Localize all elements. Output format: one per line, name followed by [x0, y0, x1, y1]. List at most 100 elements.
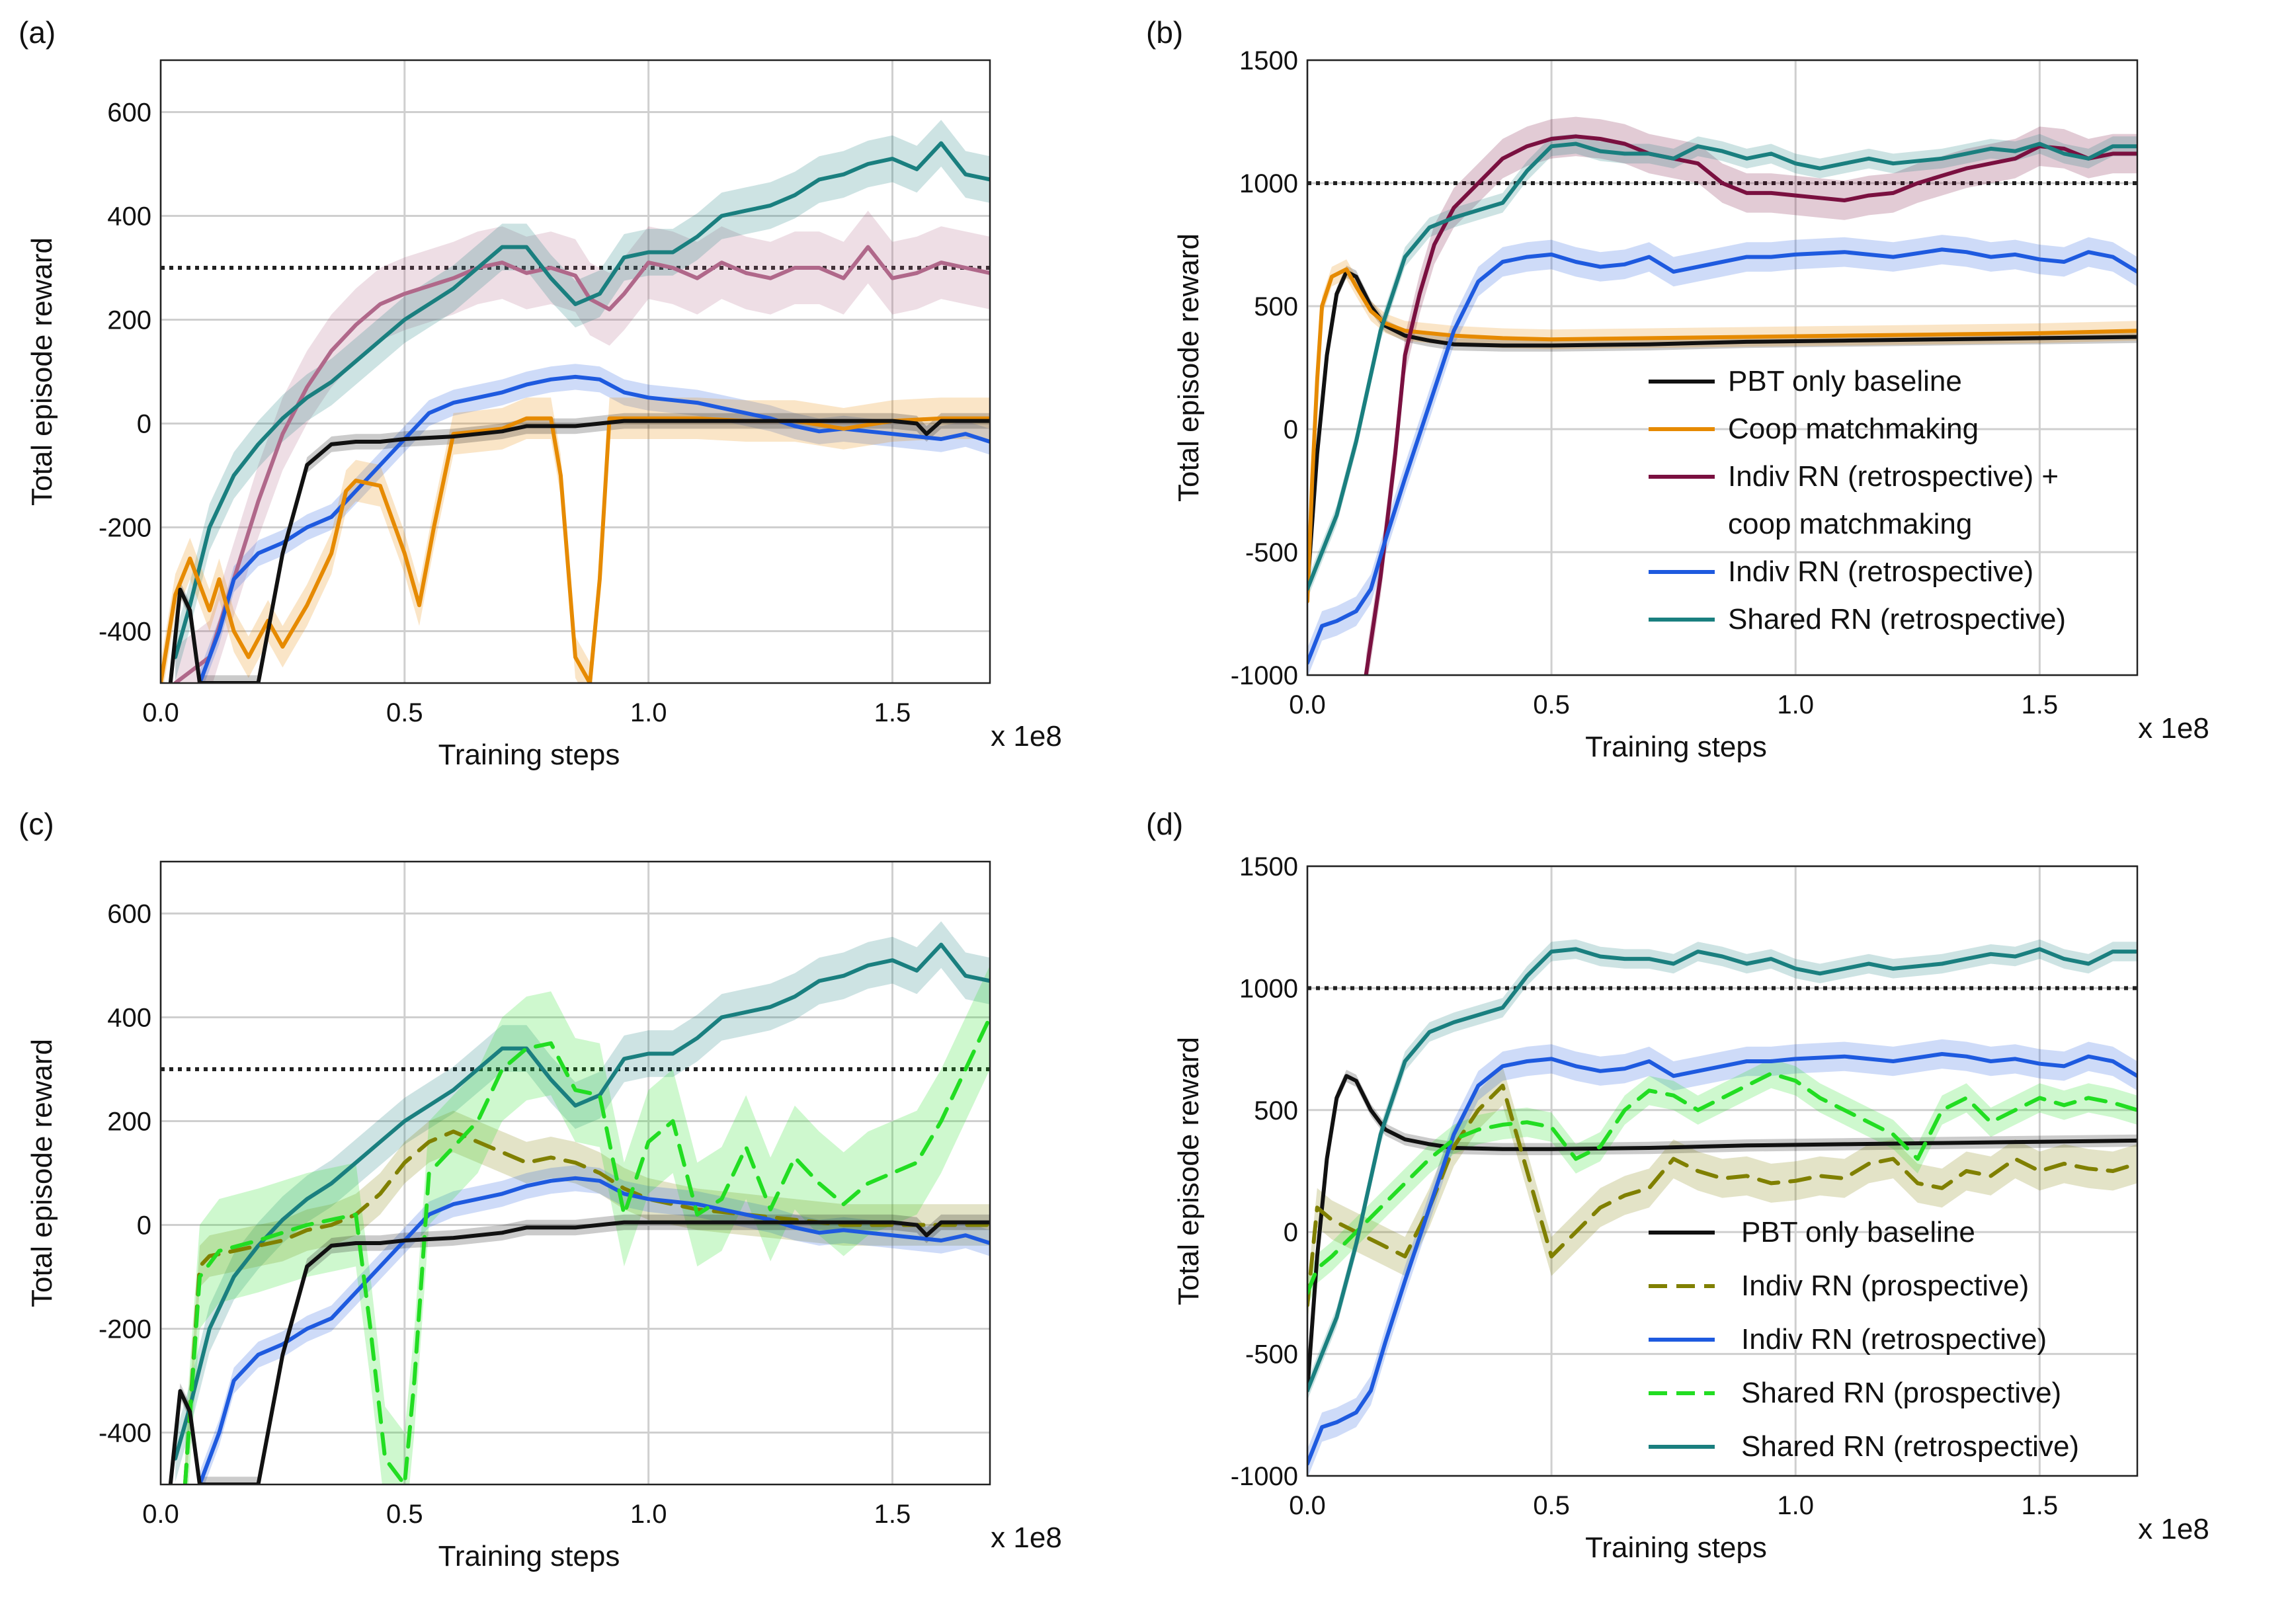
y-tick-label: 400: [107, 1004, 151, 1033]
legend-entry: Indiv RN (retrospective): [1741, 1323, 2047, 1356]
x-tick-label: 1.0: [630, 698, 667, 727]
x-tick-label: 1.5: [874, 698, 911, 727]
legend: PBT only baseline Indiv RN (prospective) I…: [1649, 1216, 2079, 1463]
y-tick-label: 600: [107, 900, 151, 929]
y-tick-label: -500: [1245, 1340, 1298, 1369]
legend-entry: Coop matchmaking: [1728, 413, 1979, 445]
series-line: [1307, 142, 2137, 591]
series-line: [168, 419, 990, 683]
y-tick-label: -400: [99, 1419, 151, 1448]
legend-entry: PBT only baseline: [1741, 1216, 1975, 1248]
series-band: [175, 120, 990, 681]
series-band: [1307, 1059, 2137, 1308]
y-tick-label: 500: [1254, 292, 1298, 321]
series-band: [184, 965, 990, 1484]
panel-label: (a): [19, 15, 56, 50]
y-tick-label: 0: [137, 1211, 151, 1240]
x-tick-label: 0.5: [1533, 1491, 1570, 1520]
series-band: [1307, 134, 2137, 599]
series-line: [198, 374, 990, 683]
plot-frame: [159, 59, 991, 684]
x-axis-multiplier: x 1e8: [991, 1522, 1062, 1554]
panel-d: (d) 0.0 0.5 1.0 1.5 -1000 -500 0 500 1000 1500 Trai…: [1146, 807, 2209, 1564]
y-tick-label: -200: [99, 514, 151, 543]
y-tick-label: 1000: [1239, 169, 1298, 198]
plot-frame: [1306, 865, 2139, 1477]
x-axis-label: Training steps: [438, 739, 620, 771]
plot-frame: [1306, 59, 2139, 676]
legend-entry: Shared RN (retrospective): [1728, 603, 2066, 635]
legend-entry: Shared RN (retrospective): [1741, 1430, 2079, 1463]
y-tick-label: -400: [99, 618, 151, 647]
series-band: [1307, 1069, 2137, 1397]
y-tick-label: -1000: [1231, 661, 1298, 690]
series-line: [183, 1129, 990, 1484]
series-band: [184, 1110, 990, 1484]
series-line: [1307, 1074, 2137, 1393]
panel-c: (c) 0.0 0.5 1.0 1.5 -400 -200 0 200 400 600 Trainin…: [19, 807, 1062, 1572]
y-tick-label: 500: [1254, 1096, 1298, 1125]
x-axis-multiplier: x 1e8: [2138, 1513, 2209, 1545]
legend-entry: Indiv RN (retrospective): [1728, 555, 2033, 588]
y-tick-label: 200: [107, 1108, 151, 1137]
x-tick-label: 1.0: [630, 1500, 667, 1529]
series-band: [200, 1165, 990, 1484]
series-band: [175, 921, 990, 1482]
series-band: [161, 397, 990, 683]
y-tick-label: 600: [107, 99, 151, 128]
y-tick-label: 1000: [1239, 974, 1298, 1003]
legend-entry: Indiv RN (retrospective) +: [1728, 460, 2059, 493]
x-tick-label: 1.0: [1777, 690, 1814, 719]
series-line: [183, 1015, 990, 1484]
series-line: [198, 1176, 990, 1484]
y-axis-label: Total episode reward: [26, 237, 58, 506]
x-axis-label: Training steps: [1585, 1531, 1767, 1564]
series-band: [1307, 265, 2137, 596]
y-tick-label: 400: [107, 202, 151, 231]
legend-entry: coop matchmaking: [1728, 508, 1972, 540]
series-line: [161, 416, 990, 683]
legend-entry: Indiv RN (prospective): [1741, 1270, 2029, 1302]
series-line: [1307, 947, 2137, 1393]
panel-label: (c): [19, 807, 54, 841]
legend-entry: Shared RN (prospective): [1741, 1377, 2061, 1409]
series-line: [173, 141, 990, 659]
x-tick-label: 0.0: [1289, 1491, 1326, 1520]
x-tick-label: 0.0: [1289, 690, 1326, 719]
x-axis-label: Training steps: [1585, 731, 1767, 763]
series-band: [175, 210, 990, 683]
series-line: [173, 942, 990, 1461]
series-line: [1307, 1052, 2137, 1466]
x-tick-label: 1.5: [874, 1500, 911, 1529]
plot-area: [161, 921, 990, 1484]
panel-label: (d): [1146, 807, 1183, 841]
x-axis-multiplier: x 1e8: [2138, 712, 2209, 745]
panel-b: (b) 0.0 0.5 1.0 1.5 -1000 -500 0 500 1000 1500 Trai…: [1146, 15, 2209, 763]
y-tick-label: 1500: [1239, 852, 1298, 881]
y-tick-label: 0: [1284, 415, 1298, 444]
x-tick-label: 1.5: [2022, 1491, 2059, 1520]
y-tick-label: 0: [1284, 1218, 1298, 1247]
x-tick-label: 0.5: [386, 1500, 423, 1529]
plot-frame: [159, 860, 991, 1486]
x-axis-multiplier: x 1e8: [991, 720, 1062, 752]
series-line: [1307, 269, 2137, 591]
x-tick-label: 0.0: [142, 698, 179, 727]
y-axis-label: Total episode reward: [26, 1039, 58, 1307]
legend-entry: PBT only baseline: [1728, 365, 1962, 397]
series-line: [1307, 1083, 2137, 1307]
series-line: [1307, 267, 2137, 604]
y-axis-label: Total episode reward: [1172, 233, 1205, 502]
y-tick-label: -1000: [1231, 1462, 1298, 1491]
y-axis-label: Total episode reward: [1172, 1037, 1205, 1305]
y-tick-label: 0: [137, 410, 151, 439]
x-tick-label: 0.5: [1533, 690, 1570, 719]
series-line: [1307, 1071, 2137, 1295]
x-tick-label: 0.5: [386, 698, 423, 727]
panel-a: (a) 0.0 0.5 1.0 1.5 -400 -200 0 200 400 600 Trainin…: [19, 15, 1062, 771]
panel-label: (b): [1146, 15, 1183, 50]
legend: PBT only baseline Coop matchmaking Indiv R…: [1649, 365, 2066, 635]
y-tick-label: -500: [1245, 538, 1298, 567]
x-tick-label: 0.0: [142, 1500, 179, 1529]
y-tick-label: 1500: [1239, 46, 1298, 75]
